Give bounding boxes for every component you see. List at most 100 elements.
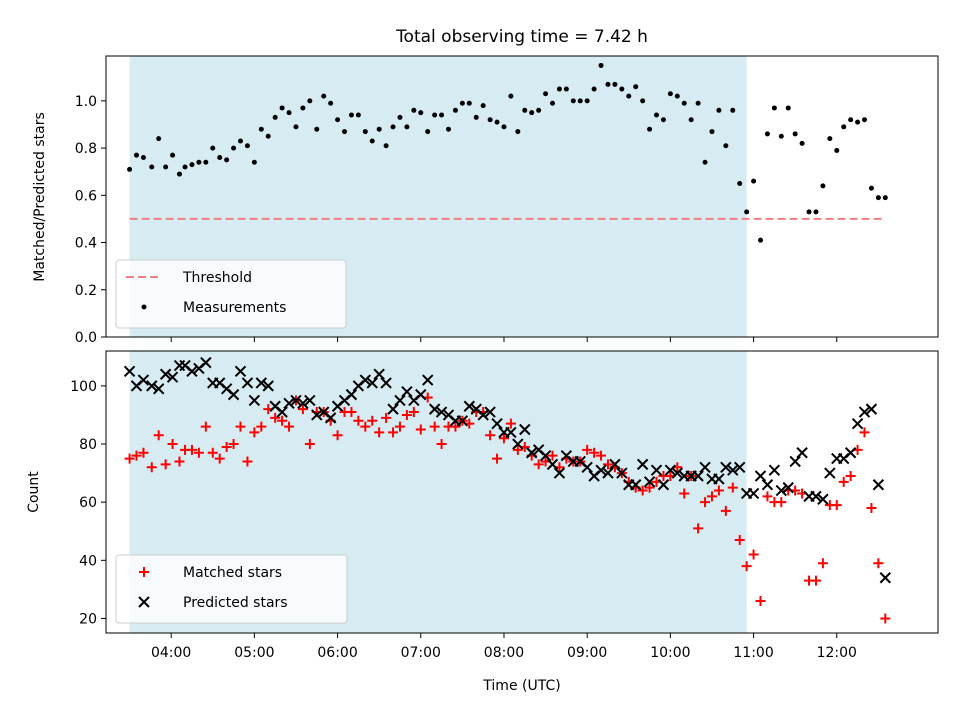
matched-star-point [221,441,232,452]
predicted-star-point [810,490,822,503]
predicted-star-point [789,455,801,468]
matched-star-point [284,421,295,432]
measurement-point [688,117,694,123]
measurement-point [210,145,216,151]
chart-title: Total observing time = 7.42 h [395,27,648,47]
top-axes-frame [105,55,939,338]
measurement-point [744,209,750,215]
measurement-point [647,126,653,132]
measurement-point [882,195,888,201]
predicted-star-point [421,374,434,386]
measurement-point [286,110,292,116]
predicted-star-point [699,461,711,473]
predicted-star-point [539,449,552,462]
predicted-star-point [435,406,448,418]
matched-star-point [256,421,267,432]
measurement-point [737,181,743,187]
measurement-point [681,100,687,106]
measurement-point [176,171,182,177]
predicted-star-point [428,403,441,415]
matched-star-point [270,412,281,423]
matched-star-point [547,450,558,461]
measurement-point [862,117,868,123]
top-y-tick-label: 0.2 [75,283,97,299]
measurement-point [156,136,162,142]
matched-star-point [859,427,870,438]
matched-star-point [845,471,856,482]
measurement-point [238,138,244,144]
matched-star-point [304,439,315,450]
measurement-point [543,91,549,97]
matched-star-point [679,488,690,499]
matched-star-point [297,404,308,415]
x-tick-label: 11:00 [733,645,773,661]
top-y-tick-label: 0.0 [75,330,97,346]
measurement-point [619,86,625,92]
measurement-point [827,136,833,142]
predicted-star-point [146,380,158,392]
measurement-point [709,129,715,135]
matched-star-point [741,561,752,572]
measurement-point [170,152,176,158]
predicted-star-point [768,464,781,476]
predicted-star-point [720,461,732,473]
matched-star-point [700,497,711,508]
predicted-star-point [595,464,607,476]
matched-star-point [346,407,357,418]
measurement-point [834,147,840,153]
predicted-star-point [484,406,496,418]
predicted-star-point [872,479,885,491]
predicted-star-point [727,464,739,476]
measurement-point [855,119,861,125]
measurement-point [432,112,438,118]
measurement-point [695,100,701,106]
predicted-star-point [394,394,406,407]
predicted-star-point [262,380,274,392]
matched-star-point [720,505,731,516]
matched-star-point [124,453,135,464]
predicted-star-point [255,377,268,389]
measurement-point [321,93,327,99]
matched-star-point [637,485,648,496]
bottom-y-tick-label: 80 [79,437,97,453]
matched-star-point [388,427,399,438]
matched-star-point [512,444,523,455]
predicted-star-point [546,458,559,471]
matched-star-point [596,450,607,461]
predicted-star-point [824,467,836,479]
measurement-point [868,185,874,191]
measurement-point [577,98,583,104]
measurement-point [667,91,673,97]
measurement-point [182,164,188,170]
matched-star-point [748,549,759,560]
measurement-point [820,183,826,189]
predicted-star-point [297,397,309,410]
x-tick-label: 06:00 [317,645,357,661]
measurement-point [217,155,223,161]
matched-star-point [242,456,253,467]
measurement-point [279,105,285,111]
matched-star-point [498,433,509,444]
matched-star-point [727,482,738,493]
matched-star-point [200,421,211,432]
legend-measurement-marker [141,304,147,310]
legend-box [115,259,347,329]
bottom-y-tick-label: 60 [79,495,97,511]
matched-star-point [589,447,600,458]
matched-star-point [146,462,157,473]
measurement-point [806,209,812,215]
measurement-point [501,124,507,130]
predicted-star-point [713,473,725,485]
measurement-point [848,117,854,123]
predicted-star-point [311,409,323,421]
measurement-point [203,159,209,165]
bottom-axes-frame [105,350,939,634]
predicted-star-point [754,470,767,482]
measurement-point [149,164,155,170]
measurement-point [640,98,646,104]
measurement-point [397,114,403,120]
matched-star-point [138,447,149,458]
measurement-point [300,105,306,111]
bottom-y-tick-label: 40 [79,553,97,569]
measurement-point [674,93,680,99]
